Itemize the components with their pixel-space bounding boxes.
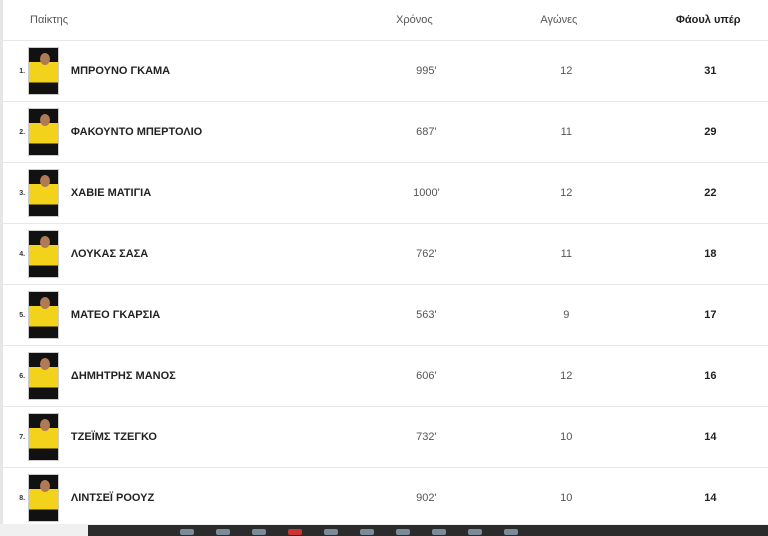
player-name[interactable]: ΤΖΕΪΜΣ ΤΖΕΓΚΟ xyxy=(70,431,157,443)
fouls-drawn: 14 xyxy=(704,431,717,443)
header-player[interactable]: Παίκτης xyxy=(30,14,69,26)
table-header: Παίκτης Χρόνος Αγώνες Φάουλ υπέρ xyxy=(3,0,768,41)
rank: 8. xyxy=(19,494,26,502)
table-row[interactable]: 6. ΔΗΜΗΤΡΗΣ ΜΑΝΟΣ 606' 12 16 xyxy=(3,346,768,407)
taskbar-app-icon[interactable] xyxy=(360,529,374,535)
games: 11 xyxy=(560,126,572,138)
table-row[interactable]: 7. ΤΖΕΪΜΣ ΤΖΕΓΚΟ 732' 10 14 xyxy=(3,407,768,468)
header-fouls[interactable]: Φάουλ υπέρ xyxy=(675,14,741,26)
games: 10 xyxy=(560,492,573,504)
player-name[interactable]: ΦΑΚΟΥΝΤΟ ΜΠΕΡΤΟΛΙΟ xyxy=(70,126,203,138)
player-name[interactable]: ΧΑΒΙΕ ΜΑΤΙΓΙΑ xyxy=(70,187,152,199)
table-row[interactable]: 3. ΧΑΒΙΕ ΜΑΤΙΓΙΑ 1000' 12 22 xyxy=(3,163,768,224)
minutes: 902' xyxy=(416,492,437,504)
minutes: 687' xyxy=(416,126,437,138)
rank: 4. xyxy=(19,250,26,258)
player-photo[interactable] xyxy=(28,352,59,400)
taskbar-app-icon[interactable] xyxy=(504,529,518,535)
taskbar-app-icon[interactable] xyxy=(324,529,338,535)
player-name[interactable]: ΛΙΝΤΣΕΪ ΡΟΟΥΖ xyxy=(70,492,155,504)
rank: 2. xyxy=(19,128,26,136)
player-name[interactable]: ΜΠΡΟΥΝΟ ΓΚΑΜΑ xyxy=(70,65,171,77)
fouls-drawn: 18 xyxy=(704,248,717,260)
player-photo[interactable] xyxy=(28,413,59,461)
minutes: 995' xyxy=(416,65,437,77)
taskbar-app-icon[interactable] xyxy=(432,529,446,535)
games: 9 xyxy=(563,309,570,321)
games: 12 xyxy=(560,187,573,199)
table-row[interactable]: 1. ΜΠΡΟΥΝΟ ΓΚΑΜΑ 995' 12 31 xyxy=(3,41,768,102)
rank: 5. xyxy=(19,311,26,319)
rank: 1. xyxy=(19,67,26,75)
taskbar-app-icon[interactable] xyxy=(396,529,410,535)
taskbar-app-icon[interactable] xyxy=(216,529,230,535)
fouls-drawn: 31 xyxy=(704,65,717,77)
taskbar-app-icon[interactable] xyxy=(180,529,194,535)
table-row[interactable]: 2. ΦΑΚΟΥΝΤΟ ΜΠΕΡΤΟΛΙΟ 687' 11 29 xyxy=(3,102,768,163)
player-photo[interactable] xyxy=(28,291,59,339)
taskbar-app-icon[interactable] xyxy=(252,529,266,535)
games: 11 xyxy=(560,248,572,260)
games: 12 xyxy=(560,370,573,382)
fouls-drawn: 29 xyxy=(704,126,717,138)
fouls-drawn: 22 xyxy=(704,187,717,199)
minutes: 1000' xyxy=(413,187,440,199)
games: 10 xyxy=(560,431,573,443)
rank: 3. xyxy=(19,189,26,197)
header-time[interactable]: Χρόνος xyxy=(396,14,433,26)
header-games[interactable]: Αγώνες xyxy=(540,14,578,26)
player-photo[interactable] xyxy=(28,474,59,522)
minutes: 563' xyxy=(416,309,437,321)
fouls-drawn: 14 xyxy=(704,492,717,504)
rank: 6. xyxy=(19,372,26,380)
player-photo[interactable] xyxy=(28,230,59,278)
player-name[interactable]: ΔΗΜΗΤΡΗΣ ΜΑΝΟΣ xyxy=(70,370,176,382)
games: 12 xyxy=(560,65,573,77)
table-row[interactable]: 8. ΛΙΝΤΣΕΪ ΡΟΟΥΖ 902' 10 14 xyxy=(3,468,768,529)
player-name[interactable]: ΜΑΤΕΟ ΓΚΑΡΣΙΑ xyxy=(70,309,161,321)
player-photo[interactable] xyxy=(28,169,59,217)
fouls-drawn: 16 xyxy=(704,370,717,382)
taskbar-app-icon[interactable] xyxy=(468,529,482,535)
minutes: 732' xyxy=(416,431,437,443)
fouls-drawn: 17 xyxy=(704,309,717,321)
minutes: 762' xyxy=(416,248,437,260)
minutes: 606' xyxy=(416,370,437,382)
taskbar-app-icon[interactable] xyxy=(288,529,302,535)
rank: 7. xyxy=(19,433,26,441)
player-name[interactable]: ΛΟΥΚΑΣ ΣΑΣΑ xyxy=(70,248,149,260)
table-row[interactable]: 5. ΜΑΤΕΟ ΓΚΑΡΣΙΑ 563' 9 17 xyxy=(3,285,768,346)
taskbar xyxy=(88,525,768,536)
player-photo[interactable] xyxy=(28,47,59,95)
table-row[interactable]: 4. ΛΟΥΚΑΣ ΣΑΣΑ 762' 11 18 xyxy=(3,224,768,285)
player-photo[interactable] xyxy=(28,108,59,156)
